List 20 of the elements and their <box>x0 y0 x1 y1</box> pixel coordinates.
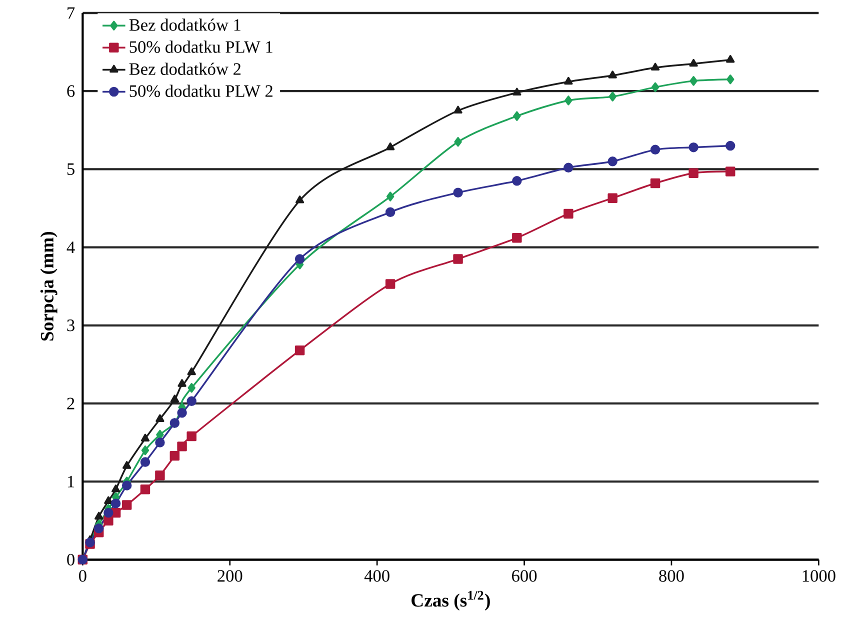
y-axis-title: Sorpcja (mm) <box>40 232 58 341</box>
y-tick-label: 7 <box>68 7 75 19</box>
x-axis-title: Czas (s$^{1/2}$) <box>412 590 490 611</box>
legend-label: 50% dodatku PLW 2 <box>130 84 272 98</box>
y-tick-label: 0 <box>67 554 74 566</box>
legend-label: Bez dodatków 2 <box>129 62 241 75</box>
legend-label: 50% dodatku PLW 1 <box>130 40 272 53</box>
x-tick-label: 800 <box>659 570 684 582</box>
x-tick-label: 0 <box>79 570 86 582</box>
y-tick-label: 4 <box>66 242 75 253</box>
y-tick-label: 6 <box>67 85 75 97</box>
y-tick-label: 5 <box>67 163 74 175</box>
x-tick-label: 200 <box>218 570 242 582</box>
legend-label: Bez dodatków 1 <box>129 18 240 31</box>
y-tick-label: 2 <box>67 398 74 410</box>
x-tick-label: 400 <box>364 570 390 582</box>
x-tick-label: 600 <box>512 570 537 582</box>
x-tick-label: 1000 <box>802 570 836 582</box>
y-tick-label: 3 <box>67 320 74 332</box>
y-tick-label: 1 <box>68 476 74 488</box>
